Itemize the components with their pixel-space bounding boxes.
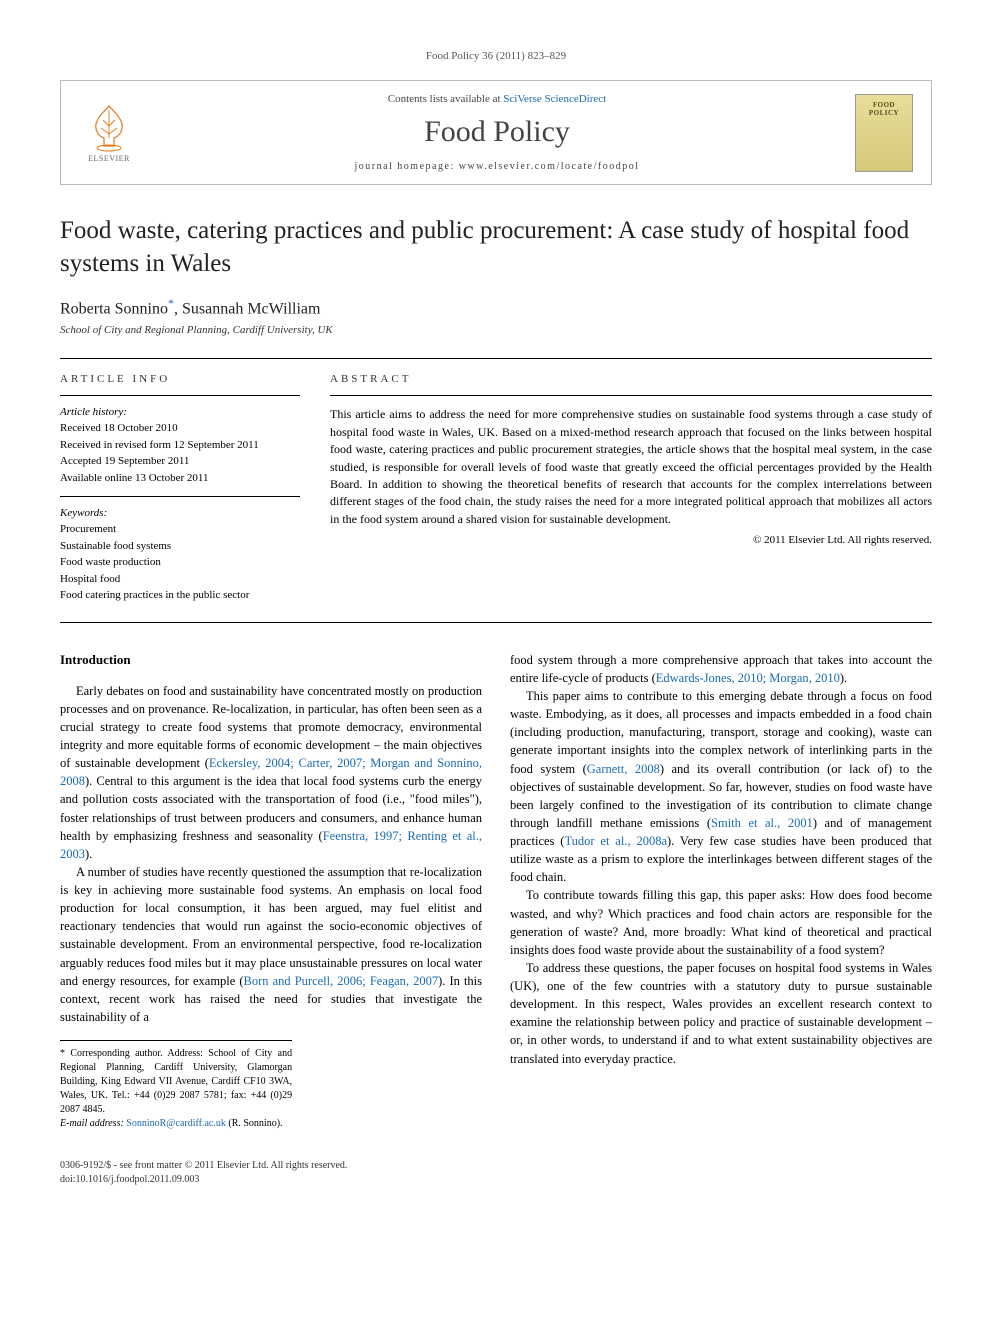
article-title: Food waste, catering practices and publi… [60,215,932,280]
body-paragraph: This paper aims to contribute to this em… [510,687,932,886]
citation-link[interactable]: Garnett, 2008 [587,762,660,776]
keyword: Sustainable food systems [60,538,300,555]
email-link[interactable]: SonninoR@cardiff.ac.uk [126,1118,226,1129]
journal-header: ELSEVIER Contents lists available at Sci… [60,80,932,185]
abstract-text: This article aims to address the need fo… [330,406,932,528]
journal-name: Food Policy [155,115,839,149]
citation-link[interactable]: Tudor et al., 2008a [564,834,667,848]
text-run: ). [840,671,847,685]
email-label: E-mail address: [60,1118,126,1129]
article-info-heading: ARTICLE INFO [60,373,300,385]
author-separator: , [174,300,182,317]
text-run: ). [85,847,92,861]
history-online: Available online 13 October 2011 [60,470,300,487]
citation-link[interactable]: Edwards-Jones, 2010; Morgan, 2010 [656,671,840,685]
elsevier-label: ELSEVIER [88,154,130,163]
body-paragraph: A number of studies have recently questi… [60,863,482,1026]
contents-available-line: Contents lists available at SciVerse Sci… [155,93,839,105]
front-matter-line: 0306-9192/$ - see front matter © 2011 El… [60,1159,932,1173]
keyword: Procurement [60,521,300,538]
history-received: Received 18 October 2010 [60,420,300,437]
divider [60,395,300,396]
citation-link[interactable]: Born and Purcell, 2006; Feagan, 2007 [244,974,439,988]
footnote-text: Corresponding author. Address: School of… [60,1048,292,1115]
cover-title-line1: FOOD [873,101,895,109]
sciencedirect-link[interactable]: SciVerse ScienceDirect [503,93,606,105]
affiliation: School of City and Regional Planning, Ca… [60,324,932,336]
elsevier-tree-icon [86,102,132,152]
page-footer: 0306-9192/$ - see front matter © 2011 El… [60,1159,932,1187]
body-paragraph: To address these questions, the paper fo… [510,959,932,1068]
homepage-prefix: journal homepage: [354,161,458,172]
author-1[interactable]: Roberta Sonnino [60,300,168,317]
journal-homepage: journal homepage: www.elsevier.com/locat… [155,161,839,172]
keyword: Food waste production [60,554,300,571]
keywords-label: Keywords: [60,507,300,519]
body-paragraph: food system through a more comprehensive… [510,651,932,687]
author-2[interactable]: Susannah McWilliam [182,300,320,317]
contents-prefix: Contents lists available at [388,93,503,105]
citation-line: Food Policy 36 (2011) 823–829 [60,50,932,62]
elsevier-logo: ELSEVIER [79,98,139,168]
citation-link[interactable]: Smith et al., 2001 [711,816,813,830]
abstract-copyright: © 2011 Elsevier Ltd. All rights reserved… [330,534,932,546]
abstract-column: ABSTRACT This article aims to address th… [330,373,932,604]
introduction-heading: Introduction [60,651,482,670]
article-info-column: ARTICLE INFO Article history: Received 1… [60,373,300,604]
divider [60,496,300,497]
article-body: Introduction Early debates on food and s… [60,651,932,1131]
doi-line: doi:10.1016/j.foodpol.2011.09.003 [60,1173,932,1187]
homepage-url[interactable]: www.elsevier.com/locate/foodpol [459,161,640,172]
divider [330,395,932,396]
corresponding-footnote: * Corresponding author. Address: School … [60,1040,292,1131]
body-paragraph: Early debates on food and sustainability… [60,682,482,863]
abstract-heading: ABSTRACT [330,373,932,385]
history-revised: Received in revised form 12 September 20… [60,437,300,454]
text-run: A number of studies have recently questi… [60,865,482,988]
cover-title-line2: POLICY [869,109,899,117]
journal-cover-thumbnail: FOOD POLICY [855,94,913,172]
email-suffix: (R. Sonnino). [226,1118,283,1129]
author-list: Roberta Sonnino*, Susannah McWilliam [60,296,932,318]
keyword: Hospital food [60,571,300,588]
body-paragraph: To contribute towards filling this gap, … [510,886,932,959]
history-label: Article history: [60,406,300,418]
keyword: Food catering practices in the public se… [60,587,300,604]
history-accepted: Accepted 19 September 2011 [60,453,300,470]
